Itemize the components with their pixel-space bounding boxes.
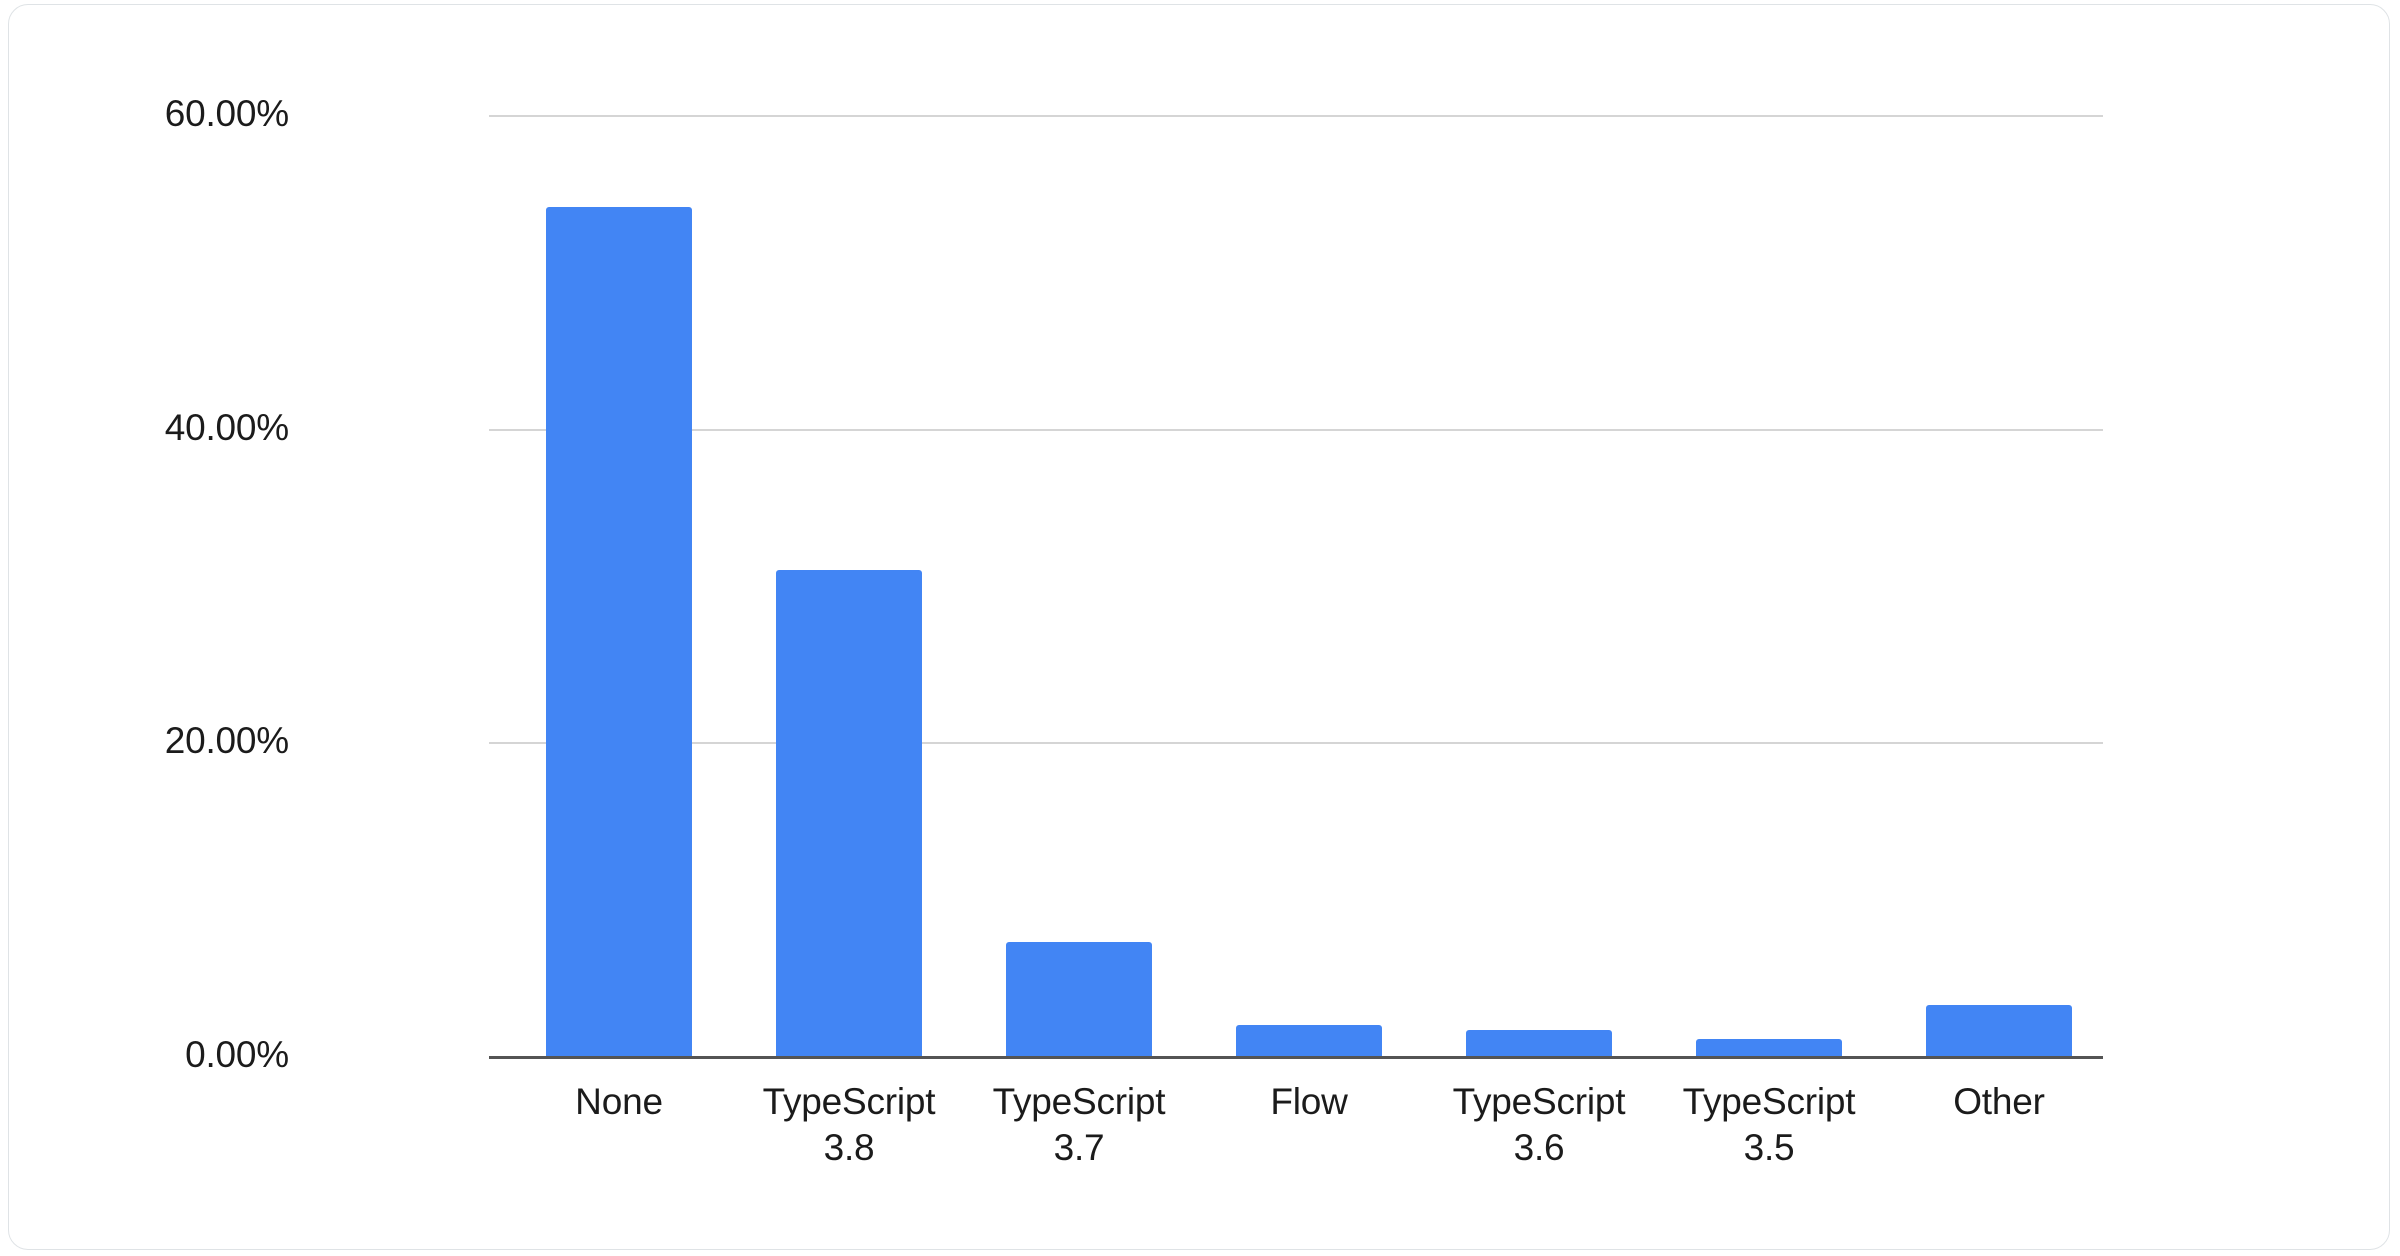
bar-typescript-36[interactable] (1466, 1030, 1612, 1056)
x-axis-tick-label-none: None (575, 1081, 663, 1122)
x-axis-tick-label-typescript-35: TypeScript 3.5 (1682, 1081, 1856, 1168)
x-axis-tick-label-flow: Flow (1270, 1081, 1348, 1122)
x-axis-line (489, 1056, 2103, 1059)
x-axis-tick-label-typescript-36: TypeScript 3.6 (1452, 1081, 1626, 1168)
bar-typescript-35[interactable] (1696, 1039, 1842, 1056)
gridline-20 (489, 742, 2103, 744)
bar-flow[interactable] (1236, 1025, 1382, 1056)
y-axis-tick-label-0: 0.00% (185, 1034, 289, 1075)
x-axis-tick-label-typescript-38: TypeScript 3.8 (762, 1081, 936, 1168)
bar-chart-plot-area: 60.00% 40.00% 20.00% 0.00% None TypeScri… (9, 5, 2389, 1249)
x-axis-tick-label-other: Other (1953, 1081, 2045, 1122)
bar-none[interactable] (546, 207, 692, 1056)
bar-other[interactable] (1926, 1005, 2072, 1056)
bar-typescript-38[interactable] (776, 570, 922, 1056)
x-axis-tick-label-typescript-37: TypeScript 3.7 (992, 1081, 1166, 1168)
gridline-60 (489, 115, 2103, 117)
y-axis-tick-label-40: 40.00% (164, 407, 289, 448)
y-axis-tick-label-20: 20.00% (164, 720, 289, 761)
bar-typescript-37[interactable] (1006, 942, 1152, 1056)
y-axis-tick-label-60: 60.00% (164, 93, 289, 134)
gridline-40 (489, 429, 2103, 431)
chart-card: 60.00% 40.00% 20.00% 0.00% None TypeScri… (8, 4, 2390, 1250)
